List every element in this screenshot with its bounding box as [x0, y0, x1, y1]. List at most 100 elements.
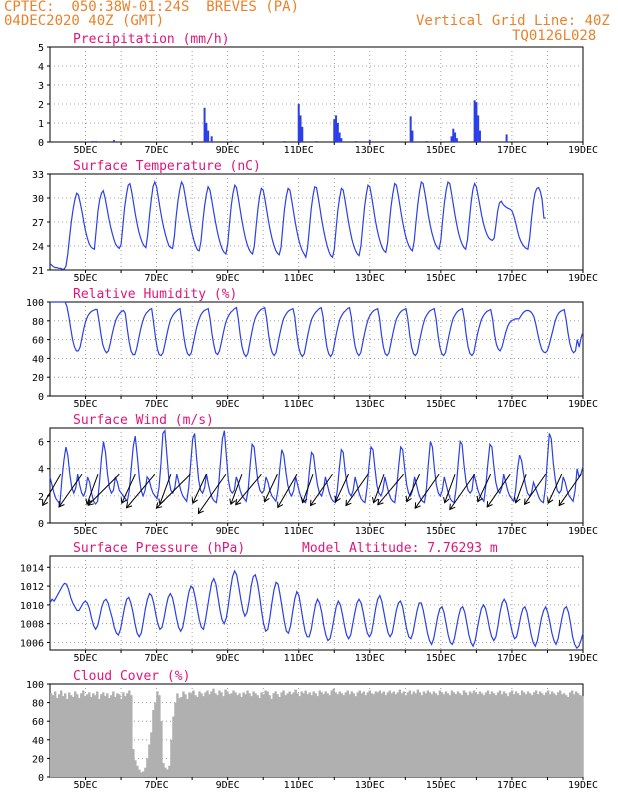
- cloud-bar: [546, 690, 550, 777]
- cloud-bar: [514, 691, 518, 777]
- cloud-bar: [482, 695, 486, 777]
- cloud-bar: [112, 691, 115, 777]
- wind-arrow-head: [414, 502, 421, 509]
- cloud-bar: [436, 695, 440, 777]
- panel-annotation: Model Altitude: 7.76293 m: [302, 541, 498, 556]
- cloud-bar: [342, 695, 345, 777]
- wind-arrow-shaft: [87, 473, 120, 506]
- cloud-bar: [474, 692, 478, 777]
- x-tick-label: 9DEC: [216, 526, 240, 537]
- cloud-bar: [472, 690, 476, 777]
- cloud-bar: [102, 692, 105, 777]
- cloud-bar: [220, 692, 223, 777]
- cloud-bar: [120, 698, 123, 777]
- y-tick-label: 1006: [20, 638, 44, 649]
- cloud-bar: [332, 688, 335, 777]
- cloud-bar: [214, 693, 217, 777]
- cloud-bar: [432, 691, 436, 777]
- y-tick-label: 1008: [20, 620, 44, 631]
- y-tick-label: 40: [32, 354, 44, 365]
- cloud-bar: [168, 765, 171, 777]
- cloud-bar: [146, 758, 149, 777]
- wind-arrow-head: [377, 498, 384, 506]
- x-tick-label: 17DEC: [497, 273, 527, 284]
- wind-arrow-head: [476, 495, 483, 503]
- cloud-bar: [550, 691, 554, 777]
- cloud-bar: [122, 692, 125, 777]
- x-tick-label: 19DEC: [568, 653, 598, 664]
- y-tick-label: 21: [32, 266, 44, 277]
- x-tick-label: 9DEC: [216, 780, 240, 791]
- wind-arrow-shaft: [335, 473, 349, 502]
- x-tick-label: 5DEC: [73, 780, 97, 791]
- wind-arrow-shaft: [558, 473, 582, 506]
- cloud-bar: [282, 690, 285, 777]
- wind-arrow-shaft: [345, 473, 369, 506]
- cloud-bar: [364, 695, 367, 777]
- y-tick-label: 60: [32, 717, 44, 728]
- cloud-bar: [434, 693, 438, 777]
- y-tick-label: 1014: [20, 563, 44, 574]
- cloud-bar: [212, 688, 215, 777]
- cloud-bar: [468, 691, 472, 777]
- cloud-bar: [266, 691, 269, 777]
- cloud-bar: [368, 690, 372, 777]
- precip-bar: [411, 130, 414, 142]
- y-tick-label: 33: [32, 170, 44, 181]
- cloud-bar: [328, 695, 331, 777]
- y-tick-label: 2: [38, 492, 44, 503]
- panel-title: Cloud Cover (%): [73, 669, 190, 684]
- cloud-bar: [394, 694, 398, 777]
- cloud-bar: [256, 695, 259, 777]
- wind-arrow-shaft: [264, 473, 278, 502]
- wind-arrow-head: [372, 496, 379, 504]
- x-tick-label: 13DEC: [355, 399, 385, 410]
- x-tick-label: 13DEC: [355, 145, 385, 156]
- cloud-bar: [150, 732, 153, 777]
- cloud-bar: [442, 694, 446, 777]
- cloud-bar: [292, 692, 295, 777]
- cloud-bar: [370, 693, 374, 777]
- x-tick-label: 15DEC: [426, 399, 456, 410]
- x-tick-label: 7DEC: [145, 145, 169, 156]
- header-model-code: TQ0126L028: [512, 28, 597, 44]
- precip-bar: [454, 132, 457, 142]
- cloud-bar: [570, 690, 574, 777]
- x-tick-label: 13DEC: [355, 526, 385, 537]
- cloud-bar: [496, 692, 500, 777]
- cloud-bar: [236, 695, 239, 777]
- x-tick-label: 19DEC: [568, 526, 598, 537]
- precip-bar: [194, 141, 197, 142]
- x-tick-label: 19DEC: [568, 145, 598, 156]
- x-tick-label: 9DEC: [216, 145, 240, 156]
- cloud-bar: [350, 691, 353, 777]
- cloud-bar: [280, 692, 283, 777]
- precip-bar: [333, 119, 336, 142]
- cloud-bar: [148, 744, 151, 777]
- cloud-bar: [162, 763, 165, 777]
- y-tick-label: 4: [38, 62, 44, 73]
- cloud-bar: [174, 702, 177, 777]
- x-tick-label: 5DEC: [73, 273, 97, 284]
- cloud-bar: [310, 695, 313, 777]
- cloud-bar: [232, 690, 235, 777]
- cloud-bar: [356, 692, 359, 777]
- cloud-bar: [506, 696, 510, 777]
- cloud-bar: [318, 690, 321, 777]
- panel-title: Precipitation (mm/h): [73, 32, 230, 47]
- cloud-bar: [196, 697, 199, 777]
- cloud-bar: [70, 695, 73, 777]
- cloud-bar: [408, 690, 412, 777]
- panel-title: Surface Temperature (nC): [73, 159, 261, 174]
- cloud-bar: [68, 692, 71, 777]
- series-line: [49, 180, 546, 270]
- cloud-bar: [184, 694, 187, 777]
- cloud-bar: [508, 692, 512, 777]
- x-tick-label: 17DEC: [497, 780, 527, 791]
- cloud-bar: [244, 694, 247, 777]
- precip-bar: [455, 138, 458, 142]
- y-tick-label: 80: [32, 699, 44, 710]
- cloud-bar: [298, 696, 301, 777]
- cloud-bar: [142, 771, 145, 777]
- wind-arrow-shaft: [486, 473, 511, 508]
